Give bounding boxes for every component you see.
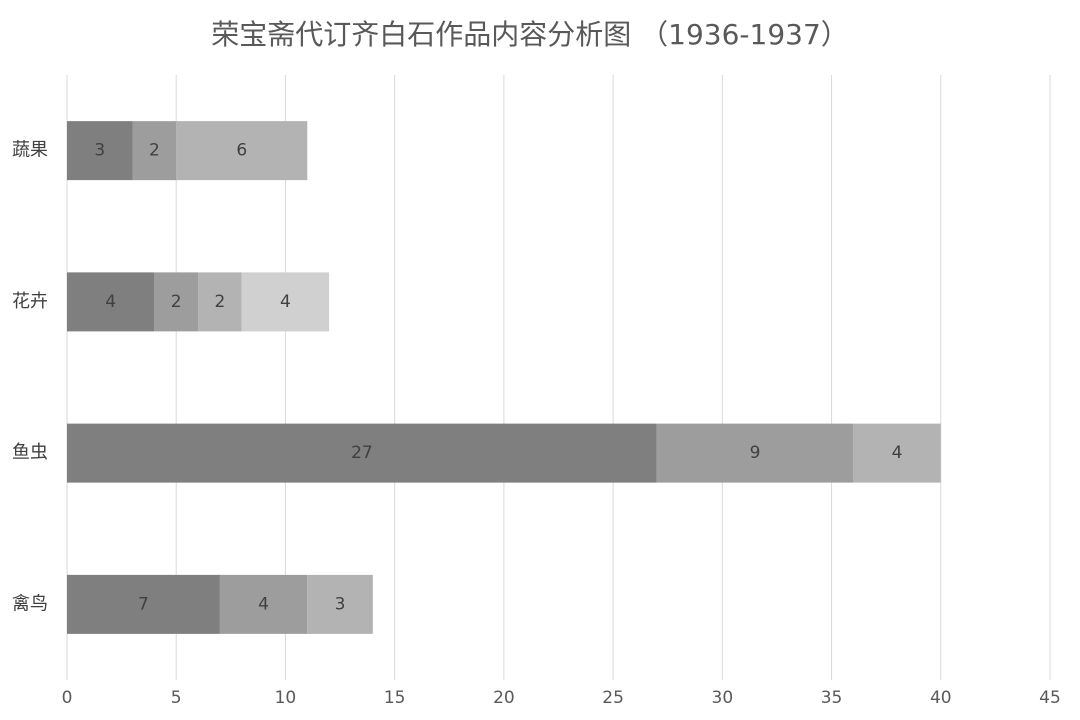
value-label: 3 — [94, 141, 105, 161]
bar-segment — [67, 574, 220, 634]
x-tick-label: 15 — [384, 688, 406, 708]
bar-segment — [219, 574, 308, 634]
value-label: 4 — [280, 292, 291, 312]
bar-segment — [198, 272, 242, 332]
x-tick-label: 5 — [171, 688, 182, 708]
bar-segment — [67, 121, 133, 181]
x-tick-label: 45 — [1039, 688, 1061, 708]
value-label: 2 — [171, 292, 182, 312]
x-tick-label: 40 — [930, 688, 952, 708]
bar-segment — [307, 574, 373, 634]
value-label: 9 — [750, 443, 761, 463]
value-label: 4 — [105, 292, 116, 312]
bar-segment — [241, 272, 330, 332]
x-tick-label: 20 — [493, 688, 515, 708]
bar-segment — [656, 423, 854, 483]
value-label: 4 — [258, 594, 269, 614]
value-label: 27 — [351, 443, 373, 463]
x-tick-label: 0 — [62, 688, 73, 708]
value-label: 6 — [236, 141, 247, 161]
x-tick-label: 10 — [275, 688, 297, 708]
y-tick-label: 花卉 — [12, 291, 48, 312]
value-label: 2 — [214, 292, 225, 312]
y-tick-label: 鱼虫 — [12, 442, 48, 463]
value-label: 4 — [892, 443, 903, 463]
x-tick-label: 35 — [821, 688, 843, 708]
value-label: 2 — [149, 141, 160, 161]
x-tick-label: 25 — [602, 688, 624, 708]
bar-segment — [176, 121, 308, 181]
x-tick-label: 30 — [712, 688, 734, 708]
bar-segment — [132, 121, 177, 181]
chart-title: 荣宝斋代订齐白石作品内容分析图 （1936-1937） — [211, 18, 849, 51]
bar-segment — [853, 423, 941, 483]
bar-segment — [67, 272, 155, 332]
y-tick-label: 蔬果 — [12, 140, 48, 161]
value-label: 7 — [138, 594, 149, 614]
bar-segment — [154, 272, 199, 332]
bar-segment — [67, 423, 657, 483]
value-label: 3 — [335, 594, 346, 614]
y-tick-label: 禽鸟 — [12, 593, 48, 614]
